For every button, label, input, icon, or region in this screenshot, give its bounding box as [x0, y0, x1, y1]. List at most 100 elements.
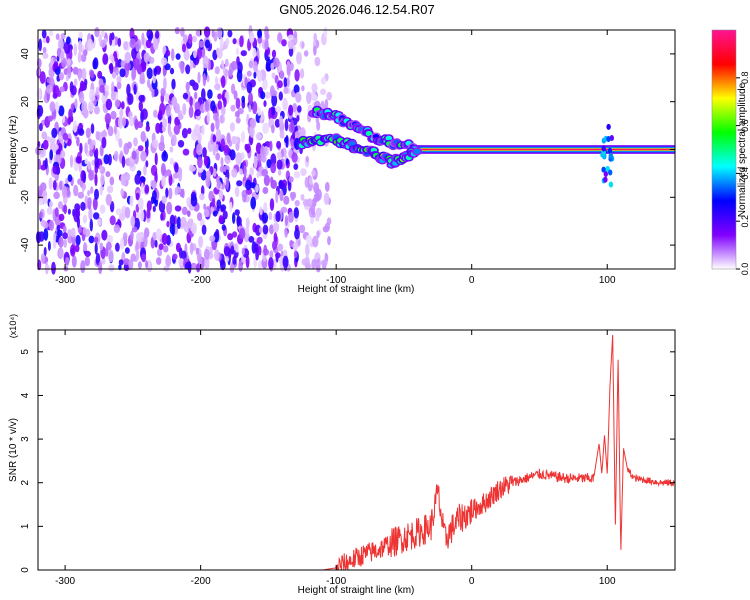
spectrogram-noise-blob: [172, 253, 178, 260]
spectrogram-noise-blob: [77, 191, 85, 199]
spectrogram-noise-blob: [286, 76, 290, 88]
spectrogram-noise-blob: [256, 171, 260, 178]
spectrogram-noise-blob: [67, 208, 71, 215]
spectrogram-noise-blob: [299, 224, 306, 234]
spectrogram-noise-blob: [118, 115, 123, 129]
snr-y-tick-label: 2: [20, 480, 31, 486]
spectrogram-spread-blob: [608, 169, 613, 176]
spectrogram-noise-blob: [234, 136, 239, 145]
spectrogram-noise-blob: [239, 168, 244, 175]
spectrogram-noise-blob: [106, 241, 112, 251]
spectrogram-noise-blob: [278, 91, 283, 101]
spectrogram-noise-blob: [105, 193, 112, 206]
spectrogram-noise-blob: [299, 127, 306, 139]
spectrogram-noise-blob: [137, 261, 142, 269]
spectrogram-noise-blob: [257, 29, 262, 39]
spectrogram-noise-blob: [269, 224, 274, 235]
spectrogram-noise-blob: [188, 105, 194, 118]
spectrogram-noise-blob: [203, 208, 210, 218]
spectrogram-noise-blob: [250, 196, 257, 210]
spectrogram-noise-blob: [197, 48, 203, 60]
spectrogram-noise-blob: [239, 227, 246, 240]
spectrogram-noise-blob: [220, 157, 224, 167]
spectrogram-noise-blob: [297, 94, 302, 102]
spectrogram-noise-blob: [229, 149, 236, 161]
spectrogram-noise-blob: [268, 257, 274, 270]
spectrogram-noise-blob: [102, 53, 109, 65]
spectrogram-noise-blob: [197, 156, 203, 169]
spectrogram-noise-blob: [270, 89, 278, 97]
spectrogram-noise-blob: [166, 220, 170, 228]
colorbar: 0.0 0.2 0.4 0.6 0.8 Normalized spectral ampl…: [711, 29, 750, 275]
spectrogram-noise-blob: [58, 236, 64, 248]
spectrogram-noise-blob: [244, 76, 248, 88]
spectrogram-noise-blob: [54, 101, 60, 113]
spectrogram-x-tick-label: 0: [469, 275, 475, 286]
spectrogram-noise-blob: [152, 74, 156, 84]
spectrogram-noise-blob: [42, 139, 49, 150]
spectrogram-noise-blob: [94, 173, 98, 187]
spectrogram-noise-blob: [182, 92, 189, 100]
spectrogram-noise-blob: [70, 85, 77, 96]
spectrogram-noise-blob: [219, 114, 224, 124]
spectrogram-noise-blob: [124, 62, 131, 71]
spectrogram-noise-blob: [58, 247, 64, 258]
spectrogram-noise-blob: [106, 185, 114, 194]
spectrogram-noise-blob: [205, 170, 212, 178]
spectrogram-noise-blob: [284, 228, 288, 238]
spectrogram-noise-blob: [56, 224, 61, 232]
spectrogram-noise-blob: [42, 52, 49, 59]
spectrogram-noise-blob: [122, 232, 128, 241]
spectrogram-noise-blob: [160, 57, 168, 66]
spectrogram-noise-blob: [283, 195, 290, 205]
spectrogram-noise-blob: [277, 169, 282, 176]
spectrogram-noise-blob: [241, 95, 246, 104]
spectrogram-noise-blob: [168, 187, 173, 200]
spectrogram-noise-blob: [84, 78, 88, 86]
spectrogram-noise-blob: [202, 55, 209, 69]
spectrogram-noise-blob: [88, 235, 95, 244]
spectrogram-noise-blob: [78, 40, 83, 53]
spectrogram-noise-blob: [189, 165, 196, 172]
spectrogram-noise-blob: [284, 118, 289, 132]
spectrogram-noise-blob: [279, 115, 283, 127]
spectrogram-noise-blob: [241, 247, 245, 256]
spectrogram-noise-blob: [151, 180, 157, 189]
spectrogram-x-tick-label: -300: [55, 275, 75, 286]
spectrogram-noise-blob: [300, 168, 307, 177]
spectrogram-noise-blob: [98, 261, 103, 275]
spectrogram-noise-blob: [198, 256, 203, 266]
spectrogram-noise-blob: [131, 47, 137, 60]
spectrogram-noise-blob: [167, 114, 172, 126]
spectrogram-noise-blob: [81, 100, 88, 114]
snr-x-tick-label: -300: [55, 576, 75, 587]
spectrogram-y-tick-label: -20: [20, 190, 31, 205]
spectrogram-noise-blob: [268, 107, 272, 121]
spectrogram-noise-blob: [143, 52, 150, 63]
spectrogram-noise-blob: [124, 51, 131, 64]
spectrogram-noise-blob: [225, 37, 230, 46]
spectrogram-noise-blob: [53, 232, 57, 244]
spectrogram-noise-blob: [155, 228, 162, 241]
spectrogram-noise-blob: [232, 255, 237, 265]
spectrogram-noise-blob: [114, 99, 121, 108]
spectrogram-noise-blob: [161, 175, 166, 188]
spectrogram-noise-blob: [158, 109, 162, 117]
spectrogram-noise-blob: [57, 37, 64, 51]
spectrogram-noise-blob: [39, 71, 46, 84]
spectrogram-noise-blob: [252, 47, 257, 58]
spectrogram-noise-blob: [59, 86, 65, 93]
spectrogram-noise-blob: [188, 33, 193, 45]
spectrogram-x-label: Height of straight line (km): [298, 284, 415, 295]
spectrogram-noise-blob: [101, 136, 107, 149]
spectrogram-noise-blob: [177, 113, 184, 121]
spectrogram-carrier-band: [417, 148, 675, 151]
spectrogram-noise-blob: [289, 239, 294, 248]
spectrogram-noise-blob: [262, 224, 269, 235]
spectrogram-noise-blob: [113, 124, 117, 135]
snr-marks: [38, 334, 676, 571]
spectrogram-noise-blob: [195, 247, 200, 255]
spectrogram-noise-blob: [277, 80, 283, 89]
spectrogram-noise-blob: [209, 235, 216, 242]
spectrogram-noise-blob: [67, 174, 73, 183]
